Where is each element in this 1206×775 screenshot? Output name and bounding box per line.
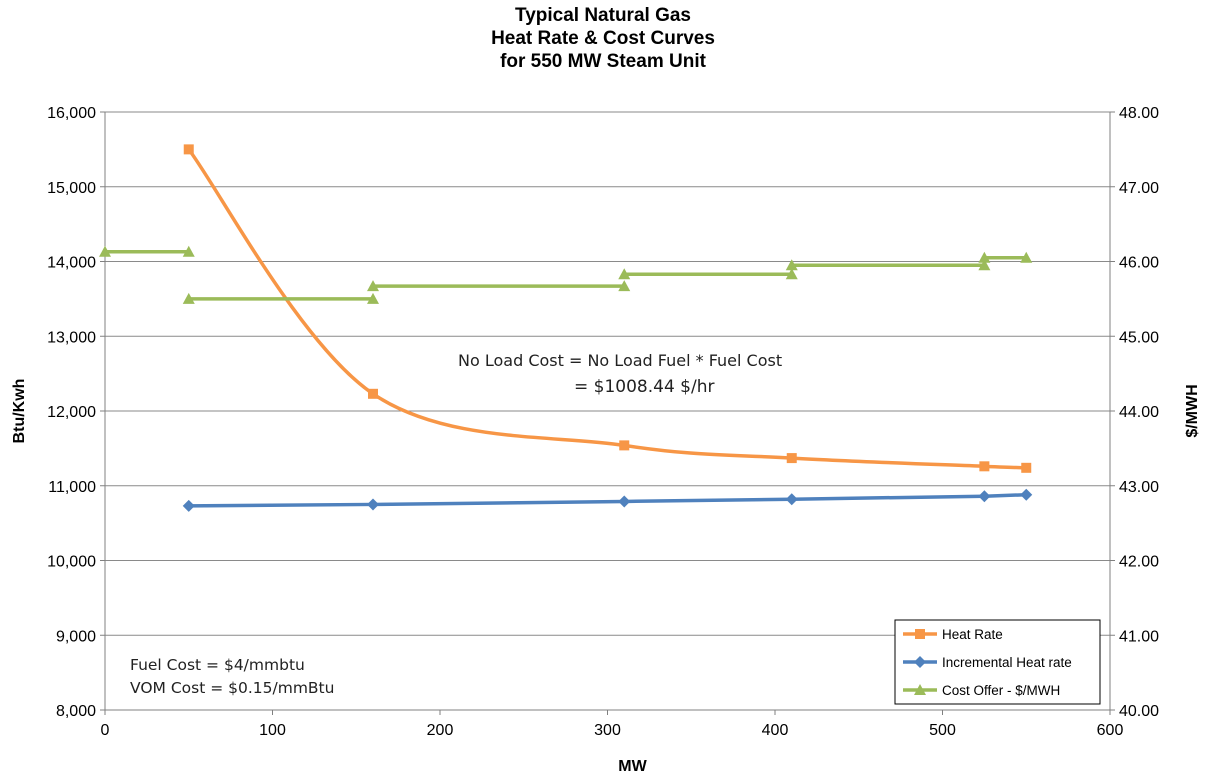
y2-tick-label: 47.00 xyxy=(1119,180,1159,197)
series-2-point xyxy=(182,499,195,512)
vom-cost-annotation: VOM Cost = $0.15/mmBtu xyxy=(130,679,335,697)
x-tick-label: 100 xyxy=(259,722,286,739)
series-1-point xyxy=(1021,462,1032,473)
series-3-point xyxy=(978,259,991,271)
chart-title: Typical Natural Gas Heat Rate & Cost Cur… xyxy=(0,4,1206,73)
fuel-cost-annotation: Fuel Cost = $4/mmbtu xyxy=(130,656,305,674)
series-1-point xyxy=(368,388,378,399)
chart-title-line-3: for 550 MW Steam Unit xyxy=(500,51,706,72)
y2-tick-label: 40.00 xyxy=(1119,703,1159,720)
series-3-point xyxy=(618,280,631,292)
y-tick-label: 14,000 xyxy=(47,255,96,272)
y2-tick-label: 43.00 xyxy=(1119,479,1159,496)
y-tick-label: 12,000 xyxy=(47,404,96,421)
series-2-point xyxy=(618,495,631,508)
y-tick-label: 8,000 xyxy=(56,703,96,720)
y-axis-title: Btu/Kwh xyxy=(11,379,28,444)
series-2-point xyxy=(367,498,379,511)
series-3-point xyxy=(1020,251,1033,263)
series-3-point xyxy=(367,280,379,292)
series-3-point xyxy=(618,268,631,280)
series-3-point xyxy=(182,245,195,257)
series-3-point xyxy=(182,292,195,304)
y2-tick-label: 46.00 xyxy=(1119,255,1159,272)
series-3-point xyxy=(978,251,991,263)
series-3-point xyxy=(785,259,798,271)
x-tick-label: 300 xyxy=(594,722,621,739)
series-2-point xyxy=(978,490,991,503)
x-tick-label: 0 xyxy=(101,722,110,739)
y2-tick-label: 45.00 xyxy=(1119,329,1159,346)
x-axis-title: MW xyxy=(618,758,647,775)
y2-tick-label: 42.00 xyxy=(1119,554,1159,571)
series-1-point xyxy=(979,461,990,472)
legend-marker xyxy=(915,629,925,639)
y-tick-label: 15,000 xyxy=(47,180,96,197)
series-1-point xyxy=(786,453,797,464)
x-tick-label: 500 xyxy=(929,722,956,739)
x-tick-label: 600 xyxy=(1097,722,1124,739)
chart-title-line-2: Heat Rate & Cost Curves xyxy=(491,28,715,49)
no-load-cost-annotation-line-1: No Load Cost = No Load Fuel * Fuel Cost xyxy=(458,351,783,370)
y-tick-label: 11,000 xyxy=(48,479,96,496)
y2-tick-label: 48.00 xyxy=(1119,105,1159,122)
y2-tick-label: 44.00 xyxy=(1119,404,1159,421)
legend-label: Heat Rate xyxy=(942,627,1003,642)
series-1-point xyxy=(183,144,194,155)
x-tick-label: 200 xyxy=(427,722,454,739)
legend-label: Incremental Heat rate xyxy=(942,655,1072,670)
series-2-point xyxy=(785,493,798,506)
series-1-point xyxy=(619,440,630,451)
y2-tick-label: 41.00 xyxy=(1119,628,1159,645)
legend-marker xyxy=(914,656,926,668)
no-load-cost-annotation-line-2: = $1008.44 $/hr xyxy=(574,377,715,397)
series-2-line xyxy=(188,492,1027,508)
legend-marker xyxy=(914,684,926,695)
x-tick-label: 400 xyxy=(762,722,789,739)
series-3-point xyxy=(367,292,379,304)
y-tick-label: 10,000 xyxy=(47,554,96,571)
y-tick-label: 16,000 xyxy=(47,105,96,122)
series-3-point xyxy=(99,245,111,257)
y-tick-label: 9,000 xyxy=(56,628,96,645)
chart-title-line-1: Typical Natural Gas xyxy=(515,5,691,26)
y-tick-label: 13,000 xyxy=(47,329,96,346)
series-3-point xyxy=(785,268,798,280)
series-1-line xyxy=(187,148,1027,470)
y2-axis-title: $/MWH xyxy=(1184,384,1201,437)
legend-label: Cost Offer - $/MWH xyxy=(942,683,1060,698)
series-2-point xyxy=(1020,488,1033,501)
